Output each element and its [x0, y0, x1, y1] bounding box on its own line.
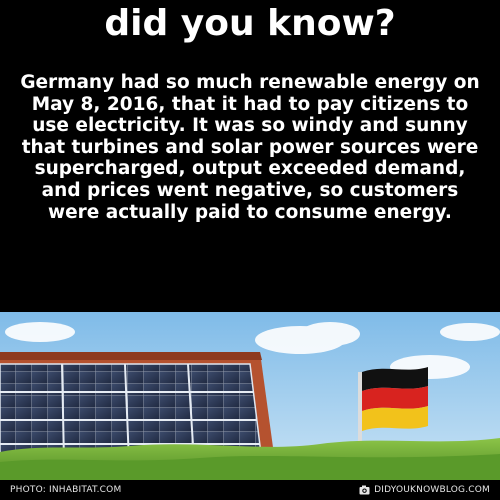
- camera-icon: [359, 485, 370, 495]
- fact-text: Germany had so much renewable energy on …: [20, 72, 480, 223]
- clouds: [5, 322, 500, 379]
- flag-pole: [358, 372, 362, 480]
- page-title: did you know?: [104, 3, 396, 44]
- german-flag-icon: [362, 367, 428, 431]
- footer: PHOTO: INHABITAT.COM DIDYOUKNOWBLOG.COM: [0, 480, 500, 500]
- site-label: DIDYOUKNOWBLOG.COM: [374, 485, 490, 495]
- site-link[interactable]: DIDYOUKNOWBLOG.COM: [359, 484, 490, 496]
- solar-roof-photo: [0, 312, 500, 480]
- photo-credit: PHOTO: INHABITAT.COM: [10, 485, 122, 495]
